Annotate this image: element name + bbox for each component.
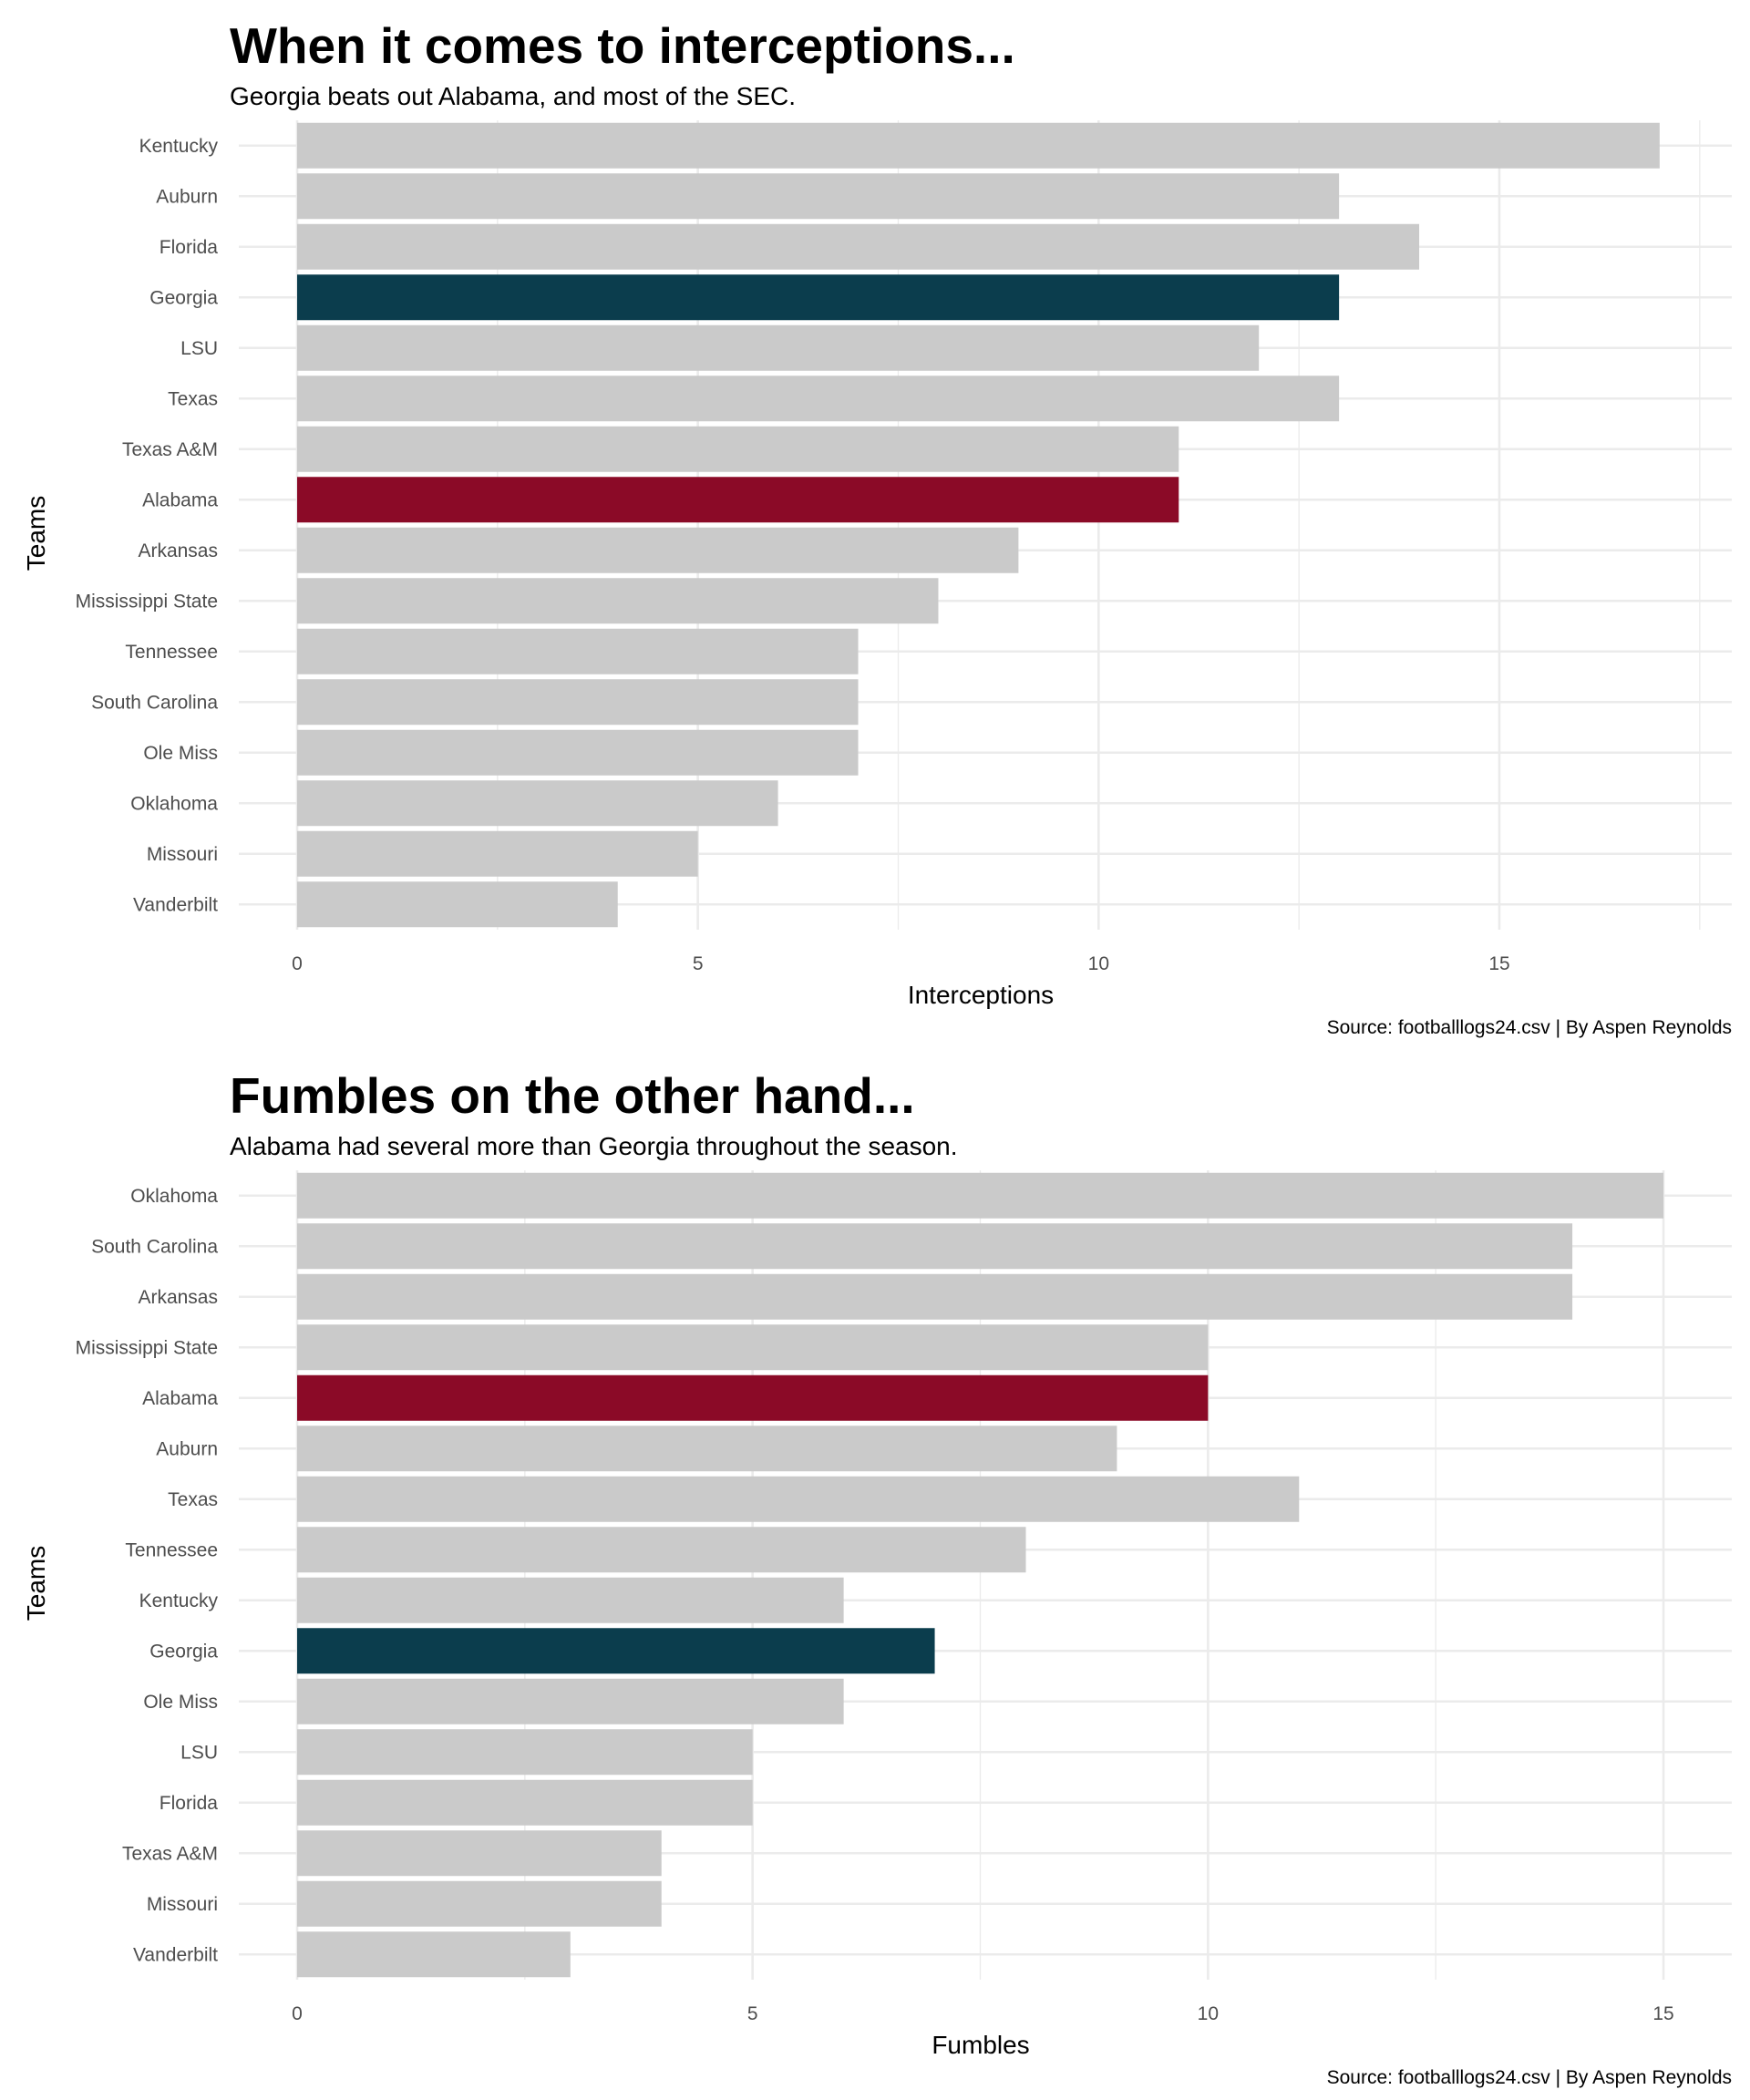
bar-texas — [297, 1476, 1300, 1522]
x-tick-label: 0 — [292, 2003, 303, 2024]
bar-ole-miss — [297, 1678, 844, 1724]
x-tick-label: 10 — [1088, 953, 1109, 974]
x-tick-label: 5 — [693, 953, 704, 974]
y-tick-label: Oklahoma — [130, 1186, 218, 1207]
y-tick-label: South Carolina — [91, 692, 218, 713]
bar-auburn — [297, 173, 1340, 220]
y-tick-label: Auburn — [156, 1438, 218, 1459]
bar-south-carolina — [297, 679, 859, 726]
bar-tennessee — [297, 1527, 1026, 1573]
bar-mississippi-state — [297, 1324, 1209, 1371]
x-tick-label: 5 — [747, 2003, 758, 2024]
y-tick-label: LSU — [180, 1742, 218, 1763]
y-tick-label: Oklahoma — [130, 793, 218, 814]
y-tick-label: Alabama — [142, 1388, 218, 1409]
bar-oklahoma — [297, 1172, 1664, 1219]
bar-texas — [297, 376, 1340, 422]
chart-caption: Source: footballlogs24.csv | By Aspen Re… — [1326, 2067, 1732, 2088]
y-tick-label: Vanderbilt — [133, 1944, 218, 1965]
y-tick-label: Mississippi State — [76, 591, 218, 612]
y-axis-tick-labels: Oklahoma South Carolina Arkansas Mississipp… — [76, 1186, 219, 1966]
y-axis-title: Teams — [22, 496, 50, 571]
y-tick-label: Kentucky — [139, 1590, 219, 1611]
bar-arkansas — [297, 527, 1019, 573]
bar-auburn — [297, 1426, 1117, 1472]
x-tick-label: 15 — [1488, 953, 1509, 974]
y-tick-label: Texas A&M — [122, 439, 218, 460]
bar-ole-miss — [297, 729, 859, 776]
y-tick-label: Georgia — [149, 1641, 218, 1662]
fumbles-chart-panel: Fumbles on the other hand... Alabama had… — [0, 1050, 1750, 2100]
y-tick-label: Vanderbilt — [133, 894, 218, 915]
y-tick-label: Arkansas — [138, 540, 218, 561]
y-tick-label: Tennessee — [125, 642, 218, 663]
fumbles-bar-chart: Oklahoma South Carolina Arkansas Mississipp… — [22, 1170, 1732, 2059]
y-tick-label: South Carolina — [91, 1236, 218, 1257]
x-tick-label: 10 — [1198, 2003, 1219, 2024]
bar-south-carolina — [297, 1223, 1573, 1270]
bar-texas-aandm — [297, 1830, 662, 1877]
x-axis-title: Interceptions — [908, 981, 1054, 1009]
bar-oklahoma — [297, 780, 778, 827]
x-tick-label: 15 — [1652, 2003, 1673, 2024]
bar-arkansas — [297, 1273, 1573, 1320]
chart-subtitle: Georgia beats out Alabama, and most of t… — [230, 82, 797, 110]
chart-subtitle: Alabama had several more than Georgia th… — [230, 1132, 958, 1160]
bar-alabama — [297, 1374, 1209, 1421]
bar-vanderbilt — [297, 1931, 571, 1978]
bar-vanderbilt — [297, 881, 618, 928]
y-tick-label: LSU — [180, 338, 218, 359]
interceptions-bar-chart: Kentucky Auburn Florida Georgia LSU Texas Texa… — [22, 120, 1732, 1009]
bar-kentucky — [297, 1577, 844, 1623]
y-tick-label: Arkansas — [138, 1287, 218, 1308]
bar-florida — [297, 1779, 753, 1826]
y-axis-tick-labels: Kentucky Auburn Florida Georgia LSU Texas Texa… — [76, 136, 219, 916]
bar-texas-aandm — [297, 426, 1179, 472]
bar-tennessee — [297, 628, 859, 674]
chart-title: When it comes to interceptions... — [230, 17, 1015, 74]
y-tick-label: Texas — [168, 388, 218, 409]
bar-missouri — [297, 1880, 662, 1927]
bar-mississippi-state — [297, 578, 939, 624]
bars — [297, 1172, 1664, 1978]
y-tick-label: Kentucky — [139, 136, 219, 157]
y-tick-label: Ole Miss — [143, 1692, 218, 1713]
interceptions-chart-panel: When it comes to interceptions... Georgi… — [22, 17, 1732, 1038]
chart-title: Fumbles on the other hand... — [230, 1067, 915, 1124]
y-axis-title: Teams — [22, 1546, 50, 1621]
bar-lsu — [297, 324, 1260, 371]
y-tick-label: Alabama — [142, 489, 218, 510]
bar-florida — [297, 223, 1420, 270]
x-axis-title: Fumbles — [932, 2031, 1029, 2059]
bar-georgia — [297, 1628, 935, 1674]
y-tick-label: Mississippi State — [76, 1337, 218, 1358]
y-tick-label: Florida — [160, 1793, 219, 1814]
y-tick-label: Florida — [160, 237, 219, 258]
y-tick-label: Georgia — [149, 287, 218, 308]
x-axis-tick-labels: 0 5 10 15 — [292, 953, 1510, 974]
y-tick-label: Texas — [168, 1489, 218, 1510]
bar-georgia — [297, 274, 1340, 321]
bar-lsu — [297, 1729, 753, 1776]
bar-kentucky — [297, 122, 1660, 169]
x-tick-label: 0 — [292, 953, 303, 974]
y-tick-label: Ole Miss — [143, 743, 218, 764]
y-tick-label: Tennessee — [125, 1539, 218, 1560]
y-tick-label: Texas A&M — [122, 1843, 218, 1864]
bars — [297, 122, 1660, 928]
bar-alabama — [297, 477, 1179, 523]
y-tick-label: Missouri — [147, 1894, 218, 1915]
x-axis-tick-labels: 0 5 10 15 — [292, 2003, 1674, 2024]
chart-caption: Source: footballlogs24.csv | By Aspen Re… — [1326, 1017, 1732, 1038]
bar-missouri — [297, 830, 698, 877]
y-tick-label: Missouri — [147, 844, 218, 865]
y-tick-label: Auburn — [156, 186, 218, 207]
